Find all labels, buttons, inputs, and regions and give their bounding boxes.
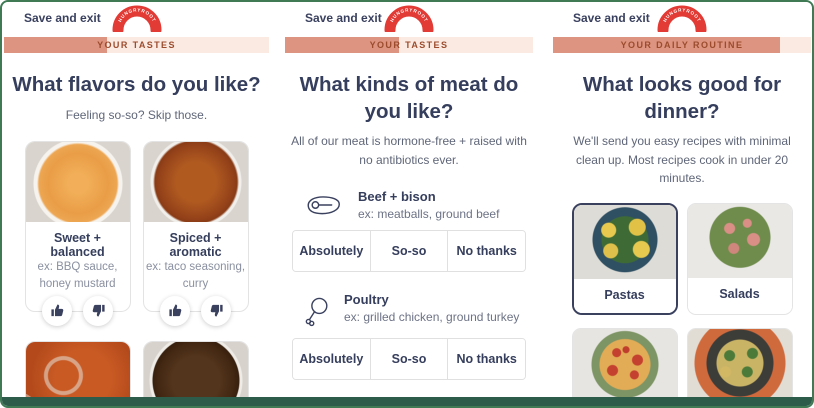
meat-options-beef: Absolutely So-so No thanks (292, 230, 526, 273)
meat-row-beef: Beef + bison ex: meatballs, ground beef (303, 189, 523, 221)
page-subtitle: All of our meat is hormone-free + raised… (291, 134, 527, 167)
progress-label: YOUR TASTES (97, 40, 176, 50)
meat-examples: ex: grilled chicken, ground turkey (344, 310, 520, 325)
steak-icon (307, 196, 340, 215)
screen-dinner: Save and exit HUNGRYROOT YOUR DAILY ROUT… (553, 2, 811, 406)
flavor-photo-red-sauce-spoon (25, 341, 130, 406)
flavor-name: Sweet + balanced (50, 231, 105, 260)
meat-name: Poultry (344, 292, 389, 308)
page-subtitle: We'll send you easy recipes with minimal… (573, 134, 791, 186)
meat-name: Beef + bison (358, 189, 436, 205)
flavor-card-savory-umami: Savory + umami (142, 340, 249, 406)
dinner-photo-pasta-bowl (573, 205, 676, 280)
meat-options-poultry: Absolutely So-so No thanks (292, 338, 526, 381)
flavor-photo-spice-blend (143, 142, 248, 223)
option-nothanks-button[interactable]: No thanks (447, 339, 525, 380)
progress-bar: YOUR TASTES (285, 37, 533, 53)
save-and-exit-link[interactable]: Save and exit (573, 11, 650, 25)
thumbs-down-button[interactable] (201, 295, 231, 326)
thumbs-up-button[interactable] (160, 295, 190, 326)
dinner-card-salads[interactable]: Salads (686, 203, 793, 316)
hungryroot-logo: HUNGRYROOT (111, 5, 163, 37)
thumbs-up-icon (50, 304, 63, 317)
save-and-exit-link[interactable]: Save and exit (24, 11, 101, 25)
top-bar: Save and exit HUNGRYROOT (4, 2, 269, 37)
top-bar: Save and exit HUNGRYROOT (553, 2, 811, 37)
screen-flavors: Save and exit HUNGRYROOT YOUR TASTES Wha… (4, 2, 269, 406)
thumbs-down-button[interactable] (83, 295, 113, 326)
page-title: What looks good for dinner? (582, 73, 782, 123)
thumb-buttons (26, 295, 130, 326)
page-title: What flavors do you like? (12, 73, 261, 96)
flavor-photo-dark-sauce (143, 341, 248, 406)
progress-bar: YOUR DAILY ROUTINE (553, 37, 811, 53)
option-absolutely-button[interactable]: Absolutely (293, 339, 370, 380)
flavor-examples: ex: BBQ sauce, (37, 261, 118, 274)
flavor-photo-orange-bbq-sauce (25, 142, 130, 223)
option-absolutely-button[interactable]: Absolutely (293, 231, 370, 272)
flavor-examples: honey mustard (39, 278, 116, 291)
bottom-accent-bar (2, 397, 812, 406)
flavor-grid: Sweet + balanced ex: BBQ sauce, honey mu… (4, 141, 269, 406)
dinner-card-pastas[interactable]: Pastas (571, 203, 678, 316)
flavor-name: Spiced + aromatic (169, 231, 222, 260)
thumbs-up-button[interactable] (42, 295, 72, 326)
save-and-exit-link[interactable]: Save and exit (305, 11, 382, 25)
progress-label: YOUR DAILY ROUTINE (620, 40, 744, 50)
thumbs-down-icon (92, 305, 105, 317)
flavor-examples: curry (182, 278, 209, 291)
dinner-label: Pastas (573, 279, 676, 314)
option-soso-button[interactable]: So-so (369, 339, 448, 380)
progress-fill (553, 37, 781, 53)
dinner-photo-stirfry-skillet (687, 329, 792, 404)
progress-bar: YOUR TASTES (4, 37, 269, 53)
dinner-card-pizza[interactable]: Pizza (571, 328, 678, 406)
flavor-examples: ex: taco seasoning, (145, 261, 246, 274)
thumbs-up-icon (168, 304, 181, 317)
progress-fill (285, 37, 400, 53)
progress-fill (4, 37, 108, 53)
thumbs-down-icon (210, 305, 223, 317)
meat-row-poultry: Poultry ex: grilled chicken, ground turk… (303, 292, 523, 329)
top-bar: Save and exit HUNGRYROOT (285, 2, 533, 37)
meat-examples: ex: meatballs, ground beef (358, 207, 500, 222)
progress-label: YOUR TASTES (369, 40, 449, 50)
flavor-card-spiced-aromatic: Spiced + aromatic ex: taco seasoning, cu… (142, 141, 249, 326)
flavor-card-bright-zingy: Bright + zingy (24, 340, 131, 406)
hungryroot-logo: HUNGRYROOT (656, 5, 708, 37)
hungryroot-logo: HUNGRYROOT (383, 5, 435, 37)
option-nothanks-button[interactable]: No thanks (447, 231, 525, 272)
dinner-grid: Pastas Salads Pizza Stir-Fries (553, 203, 811, 406)
dinner-photo-salad-plate (687, 204, 792, 279)
page-subtitle: Feeling so-so? Skip those. (65, 107, 208, 122)
screen-meats: Save and exit HUNGRYROOT YOUR TASTES Wha… (285, 2, 533, 406)
drumstick-icon (305, 298, 328, 327)
flavor-card-sweet-balanced: Sweet + balanced ex: BBQ sauce, honey mu… (24, 141, 131, 326)
dinner-photo-pizza-plate (572, 329, 677, 404)
dinner-card-stirfries[interactable]: Stir-Fries (686, 328, 793, 406)
page-title: What kinds of meat do you like? (299, 73, 519, 123)
option-soso-button[interactable]: So-so (369, 231, 448, 272)
thumb-buttons (144, 295, 248, 326)
dinner-label: Salads (687, 278, 792, 313)
